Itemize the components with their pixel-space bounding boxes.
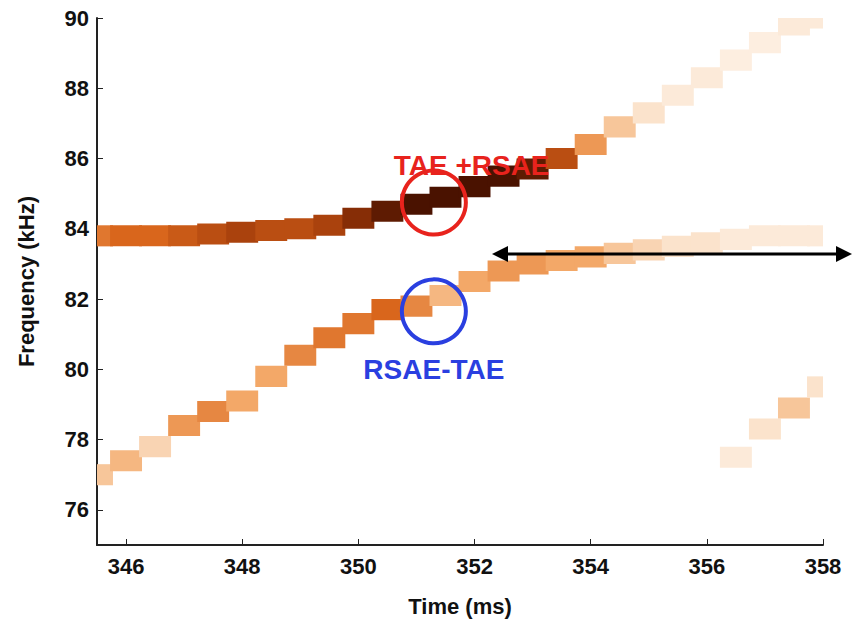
svg-text:356: 356 xyxy=(688,554,725,579)
svg-text:354: 354 xyxy=(572,554,609,579)
svg-text:346: 346 xyxy=(108,554,145,579)
svg-text:Frequency (kHz): Frequency (kHz) xyxy=(14,196,39,367)
svg-text:352: 352 xyxy=(456,554,493,579)
svg-text:82: 82 xyxy=(65,287,89,312)
svg-text:358: 358 xyxy=(805,554,842,579)
svg-text:76: 76 xyxy=(65,497,89,522)
svg-text:348: 348 xyxy=(224,554,261,579)
svg-text:350: 350 xyxy=(340,554,377,579)
svg-text:78: 78 xyxy=(65,427,89,452)
svg-text:TAE +RSAE: TAE +RSAE xyxy=(394,150,550,181)
svg-text:86: 86 xyxy=(65,146,89,171)
svg-text:RSAE-TAE: RSAE-TAE xyxy=(363,354,504,385)
svg-text:88: 88 xyxy=(65,76,89,101)
svg-text:84: 84 xyxy=(65,216,90,241)
svg-text:90: 90 xyxy=(65,6,89,31)
svg-text:80: 80 xyxy=(65,357,89,382)
svg-text:Time (ms): Time (ms) xyxy=(408,594,512,619)
